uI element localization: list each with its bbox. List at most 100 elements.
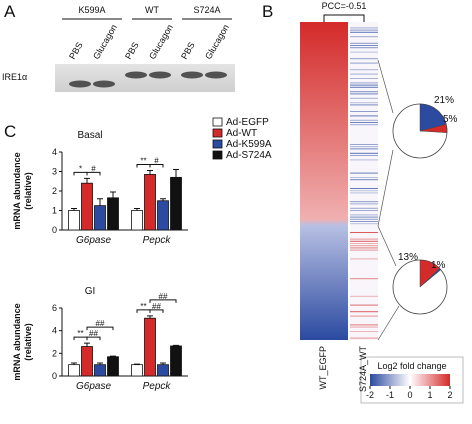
heatmap-stripe — [350, 210, 378, 211]
significance-label: ** — [140, 302, 146, 311]
significance-bracket — [86, 171, 101, 176]
bar — [170, 345, 182, 377]
heatmap-stripe — [350, 47, 378, 49]
pie-label: 1% — [431, 260, 446, 271]
heatmap-stripe — [350, 249, 378, 251]
heatmap-stripe — [350, 31, 378, 33]
protein-label: IRE1α — [2, 72, 27, 82]
error-bar — [173, 344, 179, 346]
panel-label: C — [4, 122, 16, 141]
error-bar — [71, 362, 77, 365]
heatmap-stripe — [350, 115, 378, 117]
x-tick-label: Pepck — [143, 381, 172, 392]
x-tick-label: G6pase — [76, 381, 111, 392]
heatmap-stripe — [350, 177, 378, 178]
error-bar — [147, 315, 153, 319]
significance-label: * — [79, 164, 82, 173]
pie-slice — [419, 268, 442, 288]
bar — [144, 317, 156, 377]
y-tick-label: 4 — [52, 147, 57, 157]
heatmap-stripe — [350, 62, 378, 64]
legend-label: Ad-EGFP — [226, 117, 269, 128]
heatmap-stripe — [350, 221, 378, 222]
bar — [68, 210, 80, 231]
y-tick-label: 3 — [52, 167, 57, 177]
lane-label: PBS — [123, 40, 141, 61]
panel-label: A — [4, 2, 16, 21]
colorbar-title: Log2 fold change — [377, 361, 446, 371]
heatmap-stripe — [350, 91, 378, 93]
colorbar — [370, 374, 450, 386]
bar — [131, 210, 143, 231]
heatmap-stripe — [350, 102, 378, 104]
legend-label: Ad-K599A — [226, 139, 272, 150]
significance-label: ## — [89, 329, 98, 338]
error-bar — [84, 177, 90, 184]
bar — [144, 174, 156, 231]
heatmap-stripe — [350, 122, 378, 123]
lane-label: Glucagon — [147, 23, 175, 61]
y-axis-label: (relative) — [23, 323, 33, 361]
heatmap-stripe — [350, 214, 378, 216]
heatmap-stripe — [350, 111, 378, 112]
heatmap-stripe — [350, 218, 378, 220]
y-tick-label: 1 — [52, 206, 57, 216]
heatmap-stripe — [350, 188, 378, 189]
colorbar-box — [360, 356, 464, 404]
group-label: S724A — [193, 5, 220, 15]
significance-label: ** — [140, 157, 146, 166]
bar — [68, 364, 80, 377]
pie-label: 5% — [443, 114, 458, 125]
blot-band — [69, 80, 91, 88]
heatmap-stripe — [350, 192, 378, 194]
heatmap-stripe — [350, 326, 378, 328]
heatmap-stripe — [350, 238, 378, 240]
heatmap-stripe — [350, 36, 378, 38]
heatmap-stripe — [350, 207, 378, 209]
lane-label: Glucagon — [91, 23, 119, 61]
chart-title: Basal — [77, 130, 102, 141]
significance-bracket — [86, 326, 114, 331]
significance-label: # — [91, 164, 96, 173]
bar — [157, 364, 169, 377]
colorbar-tick-label: 0 — [407, 390, 412, 400]
heatmap-stripe — [350, 152, 378, 154]
heatmap-stripe — [350, 304, 378, 306]
colorbar-tick-label: 2 — [447, 390, 452, 400]
significance-bracket — [149, 299, 177, 303]
heatmap-stripe — [350, 45, 378, 46]
pie-label: 13% — [398, 252, 418, 263]
column-label: WT_EGFP — [318, 346, 328, 390]
group-label: WT — [145, 5, 159, 15]
heatmap-stripe — [350, 278, 378, 280]
error-bar — [110, 355, 116, 357]
y-axis-label: mRNA abundance — [12, 303, 22, 380]
legend-label: Ad-S724A — [226, 150, 272, 161]
heatmap-stripe — [350, 69, 378, 71]
heatmap-stripe — [350, 245, 378, 247]
error-bar — [97, 198, 103, 206]
heatmap-stripe — [350, 29, 378, 31]
pie-label: 21% — [434, 95, 454, 106]
error-bar — [134, 363, 140, 365]
column-label: S724A_WT — [358, 346, 368, 393]
lane-label: PBS — [179, 40, 197, 61]
y-axis-label: mRNA abundance — [12, 152, 22, 229]
y-axis-label: (relative) — [23, 172, 33, 210]
heatmap-stripe — [350, 324, 378, 326]
heatmap-stripe — [350, 258, 378, 260]
heatmap-stripe — [350, 42, 378, 44]
group-label: K599A — [78, 5, 105, 15]
legend-swatch — [212, 139, 223, 149]
significance-bracket — [149, 164, 164, 168]
heatmap-stripe — [350, 315, 378, 317]
y-tick-label: 0 — [52, 371, 57, 381]
error-bar — [97, 362, 103, 365]
blot-band — [149, 71, 171, 79]
heatmap-column — [350, 22, 378, 340]
bar — [94, 205, 106, 231]
heatmap-stripe — [350, 201, 378, 203]
error-bar — [160, 198, 166, 201]
heatmap-stripe — [350, 148, 378, 150]
